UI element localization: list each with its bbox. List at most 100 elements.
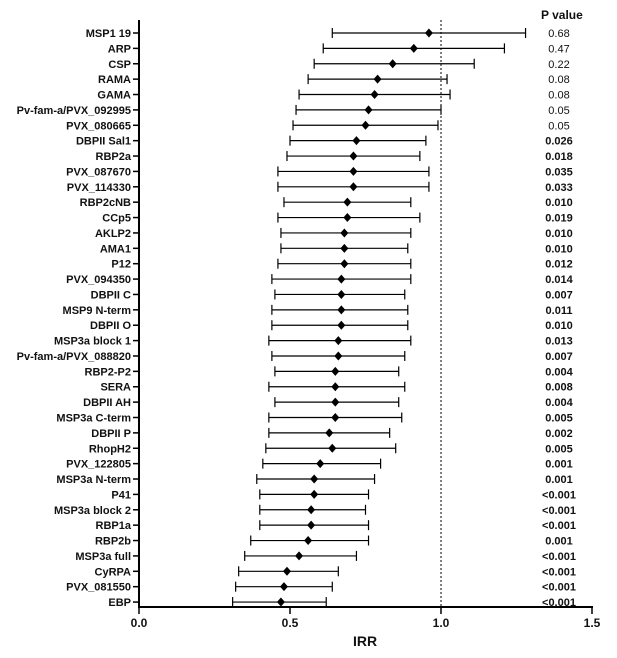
forest-row: PVX_081550 <0.001	[66, 581, 576, 594]
antigen-label: AKLP2	[95, 228, 131, 240]
forest-row: DBPII C 0.007	[91, 289, 573, 301]
antigen-label: MSP3a C-term	[56, 413, 131, 425]
irr-point	[334, 336, 343, 346]
irr-point	[349, 182, 358, 192]
antigen-label: MSP9 N-term	[63, 305, 132, 317]
forest-row: MSP3a C-term 0.005	[56, 412, 573, 425]
irr-point	[424, 28, 433, 38]
pvalue-text: 0.010	[545, 320, 573, 332]
irr-point	[328, 443, 337, 453]
irr-point	[304, 536, 313, 546]
pvalue-text: 0.010	[545, 243, 573, 255]
xtick-label: 1.0	[433, 616, 450, 630]
forest-row: PVX_094350 0.014	[66, 274, 574, 286]
irr-point	[334, 351, 343, 361]
antigen-label: DBPII AH	[83, 397, 131, 409]
antigen-label: AMA1	[100, 243, 131, 255]
antigen-label: PVX_094350	[66, 274, 131, 286]
irr-point	[307, 520, 316, 530]
pvalue-text: 0.47	[548, 43, 569, 55]
antigen-label: EBP	[108, 597, 131, 609]
pvalue-header: P value	[541, 8, 583, 22]
antigen-label: MSP3a full	[75, 551, 131, 563]
antigen-label: MSP1 19	[86, 28, 131, 40]
pvalue-text: 0.002	[545, 428, 573, 440]
pvalue-text: <0.001	[542, 505, 576, 517]
antigen-label: DBPII P	[91, 428, 131, 440]
pvalue-text: 0.22	[548, 59, 569, 71]
forest-row: RhopH2 0.005	[89, 443, 573, 455]
irr-point	[343, 197, 352, 207]
irr-point	[337, 274, 346, 284]
antigen-label: DBPII Sal1	[76, 136, 131, 148]
pvalue-text: 0.010	[545, 228, 573, 240]
antigen-label: RBP2-P2	[85, 366, 131, 378]
pvalue-text: <0.001	[542, 582, 576, 594]
antigen-label: RAMA	[98, 74, 131, 86]
pvalue-text: 0.012	[545, 259, 573, 271]
irr-point	[364, 105, 373, 115]
irr-point	[337, 320, 346, 330]
antigen-label: GAMA	[97, 90, 131, 102]
antigen-label: PVX_114330	[67, 182, 131, 194]
antigen-label: ARP	[108, 43, 131, 55]
pvalue-text: 0.001	[545, 459, 573, 471]
forest-row: PVX_122805 0.001	[66, 458, 573, 471]
xtick-label: 1.5	[584, 616, 601, 630]
pvalue-text: 0.008	[545, 382, 573, 394]
antigen-label: RBP2a	[96, 151, 132, 163]
pvalue-text: 0.004	[545, 366, 573, 378]
forest-row: MSP9 N-term 0.011	[63, 304, 573, 317]
antigen-label: Pv-fam-a/PVX_088820	[17, 351, 131, 363]
pvalue-text: <0.001	[542, 489, 576, 501]
irr-point	[352, 136, 361, 146]
irr-point	[331, 397, 340, 407]
forest-row: PVX_114330 0.033	[67, 181, 573, 194]
pvalue-text: 0.014	[545, 274, 573, 286]
pvalue-text: 0.05	[548, 120, 569, 132]
irr-point	[340, 228, 349, 238]
antigen-label: CyRPA	[95, 566, 132, 578]
antigen-label: MSP3a block 1	[54, 336, 131, 348]
antigen-label: RhopH2	[89, 443, 131, 455]
antigen-label: SERA	[100, 382, 131, 394]
pvalue-text: 0.018	[545, 151, 573, 163]
pvalue-text: 0.005	[545, 413, 573, 425]
pvalue-text: <0.001	[542, 551, 576, 563]
pvalue-text: 0.05	[548, 105, 569, 117]
forest-row: AKLP2 0.010	[95, 227, 573, 240]
forest-row: MSP3a full <0.001	[75, 550, 576, 563]
forest-row: CCp5 0.019	[102, 212, 573, 225]
pvalue-text: 0.035	[545, 166, 573, 178]
irr-point	[343, 213, 352, 223]
forest-row: DBPII P 0.002	[91, 427, 573, 440]
forest-row: ARP 0.47	[108, 43, 570, 55]
pvalue-text: 0.013	[545, 336, 573, 348]
irr-point	[388, 59, 397, 69]
pvalue-text: 0.011	[546, 305, 573, 317]
forest-row: MSP3a block 1 0.013	[54, 335, 573, 348]
irr-point	[282, 566, 291, 576]
forest-row: GAMA 0.08	[97, 89, 570, 102]
axis-layer: 0.0 0.5 1.0 1.5	[131, 20, 601, 630]
forest-row: RBP2cNB 0.010	[80, 197, 573, 209]
irr-point	[337, 289, 346, 299]
forest-row: MSP3a N-term 0.001	[56, 474, 573, 486]
irr-point	[337, 305, 346, 315]
forest-row: MSP3a block 2 <0.001	[54, 504, 576, 517]
forest-row: CSP 0.22	[108, 58, 570, 71]
pvalue-text: 0.001	[545, 536, 573, 548]
pvalue-text: 0.019	[545, 213, 573, 225]
rows-layer: MSP1 19 0.68 ARP 0.47 CSP 0.22 RAMA 0.08 GAMA 0.0…	[17, 28, 576, 609]
forest-row: RBP2a 0.018	[96, 151, 573, 163]
forest-row: P41 <0.001	[111, 489, 576, 501]
xtick-label: 0.5	[282, 616, 299, 630]
irr-point	[331, 413, 340, 422]
irr-point	[295, 551, 304, 561]
pvalue-text: 0.004	[545, 397, 573, 409]
irr-point	[325, 428, 334, 438]
forest-row: RBP2b 0.001	[95, 535, 573, 548]
pvalue-text: <0.001	[542, 520, 576, 532]
irr-point	[310, 474, 319, 484]
